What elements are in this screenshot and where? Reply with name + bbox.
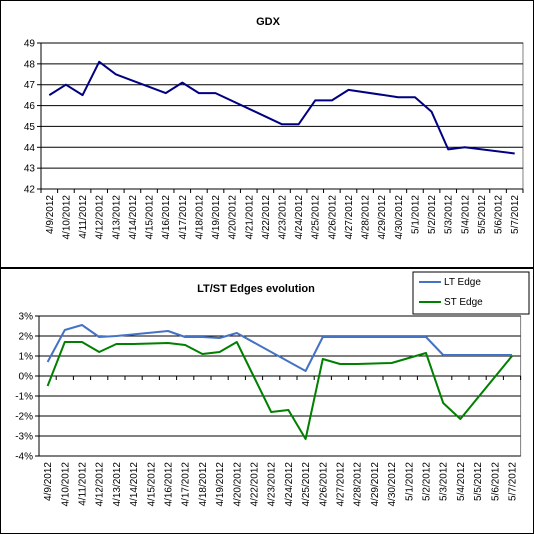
x-tick-label: 4/23/2012 xyxy=(267,462,278,507)
plot-area xyxy=(38,315,522,457)
x-tick-label: 5/6/2012 xyxy=(494,195,505,234)
x-tick-label: 4/20/2012 xyxy=(228,195,239,240)
legend-box xyxy=(412,271,530,315)
x-tick-label: 5/4/2012 xyxy=(456,462,467,501)
x-tick-label: 4/16/2012 xyxy=(164,462,175,507)
legend-entry: ST Edge xyxy=(444,297,483,308)
x-tick-label: 4/24/2012 xyxy=(284,462,295,507)
chart-title: LT/ST Edges evolution xyxy=(197,283,315,295)
y-tick-label: -2% xyxy=(15,412,33,423)
x-tick-label: 4/10/2012 xyxy=(61,195,72,240)
x-tick-label: 4/14/2012 xyxy=(129,462,140,507)
x-tick-label: 4/18/2012 xyxy=(194,195,205,240)
y-tick-label: -4% xyxy=(15,452,33,463)
x-tick-label: 4/15/2012 xyxy=(146,462,157,507)
x-tick-label: 4/16/2012 xyxy=(161,195,172,240)
x-tick-label: 4/15/2012 xyxy=(145,195,156,240)
x-tick-label: 4/24/2012 xyxy=(294,195,305,240)
y-tick-label: 49 xyxy=(24,39,36,50)
y-tick-label: 0% xyxy=(19,372,34,383)
x-tick-label: 5/5/2012 xyxy=(473,462,484,501)
x-tick-label: 5/1/2012 xyxy=(404,462,415,501)
x-tick-label: 4/11/2012 xyxy=(78,195,89,239)
x-tick-label: 4/9/2012 xyxy=(43,462,54,501)
y-tick-label: 42 xyxy=(24,185,36,196)
x-tick-label: 5/7/2012 xyxy=(510,195,521,234)
x-tick-label: 4/29/2012 xyxy=(377,195,388,240)
x-tick-label: 4/22/2012 xyxy=(261,195,272,240)
y-tick-label: 1% xyxy=(19,352,34,363)
gdx-chart: GDX 42 43 44 45 46 47 48 49 4/9/2012 4/10/2012 4/11… xyxy=(24,16,524,240)
x-tick-label: 5/3/2012 xyxy=(444,195,455,234)
x-tick-label: 5/7/2012 xyxy=(508,462,519,501)
x-tick-label: 4/25/2012 xyxy=(311,195,322,240)
y-tick-label: 2% xyxy=(19,332,34,343)
x-tick-label: 4/13/2012 xyxy=(112,462,123,507)
edges-chart-panel: LT/ST Edges evolution -4% -3% -2% -1% 0% 1% 2% 3… xyxy=(0,268,534,534)
plot-area xyxy=(40,42,524,190)
edges-chart: LT/ST Edges evolution -4% -3% -2% -1% 0% 1% 2% 3… xyxy=(15,271,530,507)
legend-entry: LT Edge xyxy=(444,277,481,288)
x-tick-label: 5/1/2012 xyxy=(410,195,421,234)
chart-title: GDX xyxy=(256,16,281,28)
y-tick-label: 43 xyxy=(24,164,36,175)
x-tick-label: 4/12/2012 xyxy=(95,462,106,507)
x-tick-label: 4/27/2012 xyxy=(344,195,355,240)
x-tick-label: 4/14/2012 xyxy=(128,195,139,240)
x-tick-label: 4/29/2012 xyxy=(370,462,381,507)
x-tick-label: 5/5/2012 xyxy=(477,195,488,234)
x-tick-label: 4/30/2012 xyxy=(387,462,398,507)
x-tick-label: 4/18/2012 xyxy=(198,462,209,507)
x-tick-label: 4/28/2012 xyxy=(353,462,364,507)
y-tick-label: 48 xyxy=(24,59,36,70)
x-tick-label: 4/20/2012 xyxy=(232,462,243,507)
x-tick-label: 5/6/2012 xyxy=(490,462,501,501)
x-tick-label: 4/30/2012 xyxy=(394,195,405,240)
y-tick-label: 46 xyxy=(24,101,36,112)
y-tick-label: -1% xyxy=(15,392,33,403)
y-tick-label: -3% xyxy=(15,432,33,443)
x-tick-label: 5/4/2012 xyxy=(460,195,471,234)
x-tick-label: 4/26/2012 xyxy=(318,462,329,507)
x-tick-label: 4/23/2012 xyxy=(277,195,288,240)
gdx-chart-panel: GDX 42 43 44 45 46 47 48 49 4/9/2012 4/10/2012 4/11… xyxy=(0,0,534,268)
x-tick-label: 4/27/2012 xyxy=(336,462,347,507)
x-tick-label: 4/21/2012 xyxy=(244,195,255,240)
x-tick-label: 4/19/2012 xyxy=(211,195,222,240)
y-tick-label: 45 xyxy=(24,122,36,133)
series-line-st-edge xyxy=(46,341,513,440)
y-tick-label: 47 xyxy=(24,80,36,91)
x-tick-label: 5/2/2012 xyxy=(427,195,438,234)
x-tick-label: 5/3/2012 xyxy=(439,462,450,501)
x-tick-label: 4/12/2012 xyxy=(95,195,106,240)
x-tick-label: 4/9/2012 xyxy=(45,195,56,234)
series-line-gdx xyxy=(48,60,515,155)
x-tick-label: 4/26/2012 xyxy=(327,195,338,240)
x-tick-label: 4/22/2012 xyxy=(250,462,261,507)
x-tick-label: 5/2/2012 xyxy=(422,462,433,501)
x-tick-label: 4/17/2012 xyxy=(178,195,189,240)
x-tick-label: 4/19/2012 xyxy=(215,462,226,507)
x-tick-label: 4/11/2012 xyxy=(78,462,89,506)
x-tick-label: 4/13/2012 xyxy=(111,195,122,240)
y-tick-label: 44 xyxy=(24,143,36,154)
x-tick-label: 4/17/2012 xyxy=(181,462,192,507)
x-tick-label: 4/28/2012 xyxy=(361,195,372,240)
series-line-lt-edge xyxy=(46,324,512,372)
x-tick-label: 4/25/2012 xyxy=(301,462,312,507)
x-tick-label: 4/10/2012 xyxy=(60,462,71,507)
y-tick-label: 3% xyxy=(19,312,34,323)
